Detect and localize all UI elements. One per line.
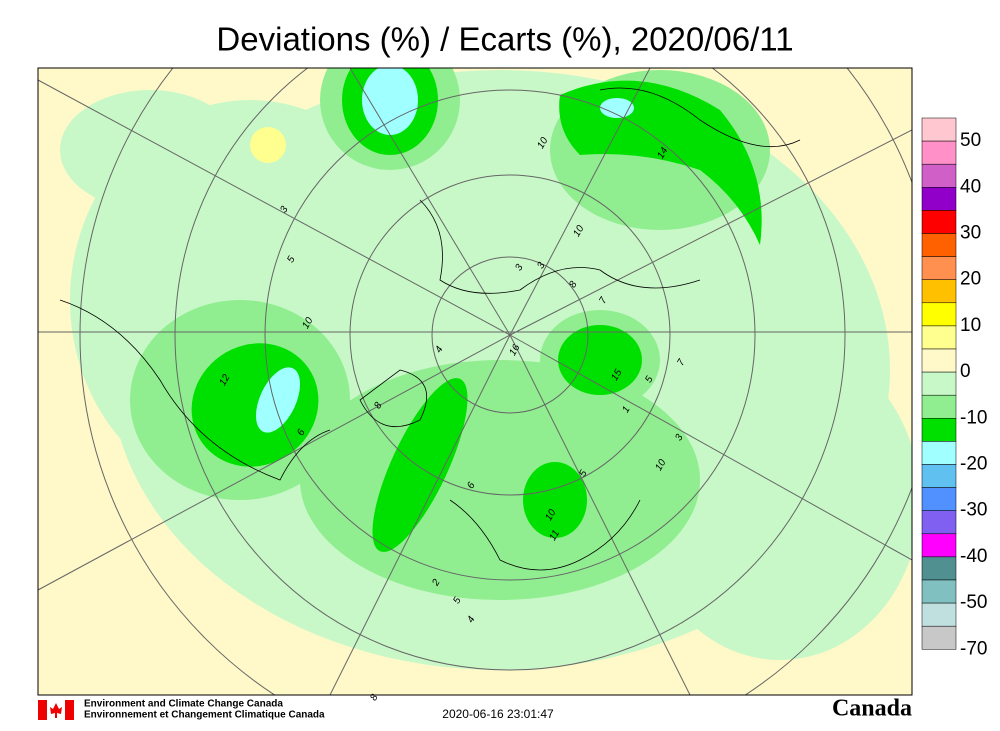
station-value: 15 — [609, 367, 624, 383]
station-value: 3 — [513, 262, 526, 273]
colorbar-swatch — [921, 556, 957, 581]
map-area — [38, 68, 912, 695]
station-value: 2 — [430, 577, 443, 589]
station-value: 12 — [217, 372, 232, 388]
colorbar-swatch — [921, 187, 957, 211]
station-value: 6 — [465, 480, 478, 491]
canada-flag — [38, 700, 74, 720]
colorbar-swatch — [921, 579, 957, 604]
coastlines — [59, 87, 801, 571]
cyan-area — [255, 367, 301, 433]
timestamp: 2020-06-16 23:01:47 — [442, 707, 554, 721]
colorbar-swatch — [921, 441, 957, 465]
station-value: 10 — [535, 135, 550, 151]
colorbar-swatch — [921, 464, 957, 488]
colorbar-swatch — [921, 210, 957, 234]
title: Deviations (%) / Ecarts (%), 2020/06/11 — [216, 21, 793, 58]
station-value: 10 — [300, 315, 315, 331]
strong-green-area — [372, 378, 468, 552]
colorbar-swatch — [921, 325, 957, 350]
colorbar-swatch — [921, 279, 957, 304]
colorbar-label: -50 — [960, 592, 987, 613]
colorbar-swatch — [921, 625, 957, 650]
station-value: 1 — [620, 405, 632, 415]
graticule — [38, 68, 912, 695]
station-value: 7 — [597, 295, 610, 306]
station-value: 4 — [433, 344, 446, 355]
station-value: 8 — [372, 400, 385, 411]
station-value: 5 — [577, 468, 590, 479]
station-value: 5 — [285, 254, 298, 265]
colorbar-swatch — [921, 394, 957, 419]
station-value: 10 — [571, 223, 586, 239]
colorbar-label: -30 — [960, 500, 987, 521]
colorbar-label: 0 — [960, 361, 971, 382]
cyan-area — [362, 68, 418, 135]
station-value: 8 — [567, 279, 580, 290]
colorbar-swatch — [921, 533, 957, 558]
station-value: 4 — [465, 614, 478, 625]
light-green-area — [640, 340, 912, 660]
cyan-area — [600, 98, 634, 118]
colorbar-label: 30 — [960, 223, 981, 244]
station-value: 6 — [295, 427, 308, 438]
strong-green-area — [558, 325, 642, 395]
station-value: 7 — [675, 357, 688, 368]
strong-green-area — [523, 462, 587, 538]
colorbar-label: -40 — [960, 546, 987, 567]
colorbar-swatch — [921, 348, 957, 373]
station-value: 5 — [451, 595, 464, 606]
colorbar-label: 10 — [960, 315, 981, 336]
station-value: 3 — [278, 204, 291, 215]
light-green-area — [60, 90, 240, 210]
agency-fr: Environnement et Changement Climatique C… — [84, 710, 325, 721]
colorbar-swatch — [921, 140, 957, 165]
wordmark: Canada — [832, 696, 912, 722]
colorbar-label: 50 — [960, 130, 981, 151]
strong-green-area — [559, 80, 762, 246]
colorbar-swatch — [921, 233, 957, 257]
station-value: 11 — [547, 528, 562, 542]
station-value: 14 — [655, 145, 670, 161]
colorbar-swatch — [921, 371, 957, 396]
station-value: 10 — [653, 457, 668, 473]
colorbar-label: -10 — [960, 407, 987, 428]
colorbar-swatch — [921, 418, 957, 442]
station-value: 10 — [543, 507, 558, 523]
colorbar-swatch — [921, 302, 957, 327]
colorbar-swatch — [921, 487, 957, 511]
colorbar-swatch — [921, 510, 957, 535]
colorbar-swatch — [921, 602, 957, 627]
colorbar-label: -70 — [960, 638, 987, 659]
colorbar-swatch — [921, 256, 957, 280]
station-value: 5 — [643, 374, 656, 385]
station-value: 8 — [368, 692, 381, 703]
station-value: 16 — [507, 342, 522, 358]
map-frame — [37, 67, 913, 696]
station-value: 3 — [673, 432, 686, 443]
colorbar-label: 20 — [960, 269, 981, 290]
colorbar-label: -20 — [960, 454, 987, 475]
agency-en: Environment and Climate Change Canada — [84, 699, 283, 710]
colorbar: 50 40 30 20 10 0 -10 -20 -30 -40 -50 -70 — [921, 117, 987, 659]
colorbar-swatch — [921, 117, 957, 142]
station-value: 3 — [535, 260, 548, 271]
colorbar-swatch — [921, 163, 957, 188]
yellow-area — [250, 127, 286, 163]
colorbar-label: 40 — [960, 176, 981, 197]
